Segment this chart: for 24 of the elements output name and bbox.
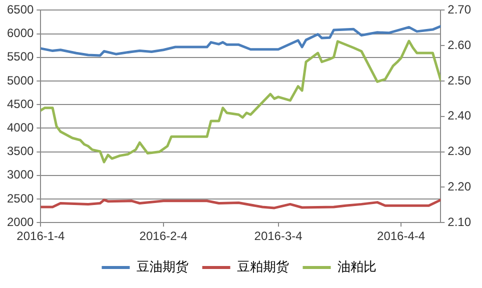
y-tick-label: 6500: [6, 2, 34, 17]
y2-tick-label: 2.70: [448, 2, 472, 17]
y2-tick-label: 2.20: [448, 180, 472, 194]
y-tick-label: 4000: [6, 120, 34, 135]
y2-tick-label: 2.30: [448, 144, 472, 158]
y-tick-label: 5000: [6, 73, 34, 88]
y-tick-label: 5500: [6, 50, 34, 64]
y-tick-label: 3500: [6, 144, 34, 158]
legend-label: 豆粕期货: [236, 259, 289, 274]
x-tick-label: 2016-2-4: [139, 229, 188, 244]
y-tick-label: 2500: [6, 191, 34, 206]
x-tick-label: 2016-3-4: [254, 229, 303, 244]
x-tick-label: 2016-1-4: [16, 229, 66, 244]
legend-label: 豆油期货: [136, 259, 188, 274]
legend-label: 油粕比: [337, 259, 376, 274]
y-tick-label: 6000: [6, 26, 34, 40]
x-tick-label: 2016-4-4: [377, 229, 426, 244]
y2-tick-label: 2.50: [448, 73, 472, 88]
y-tick-label: 4500: [6, 96, 34, 111]
y2-tick-label: 2.60: [448, 38, 472, 52]
y-tick-label: 2000: [6, 214, 34, 229]
y2-tick-label: 2.10: [448, 214, 472, 229]
y-tick-label: 3000: [6, 168, 34, 182]
y2-tick-label: 2.40: [448, 108, 472, 123]
